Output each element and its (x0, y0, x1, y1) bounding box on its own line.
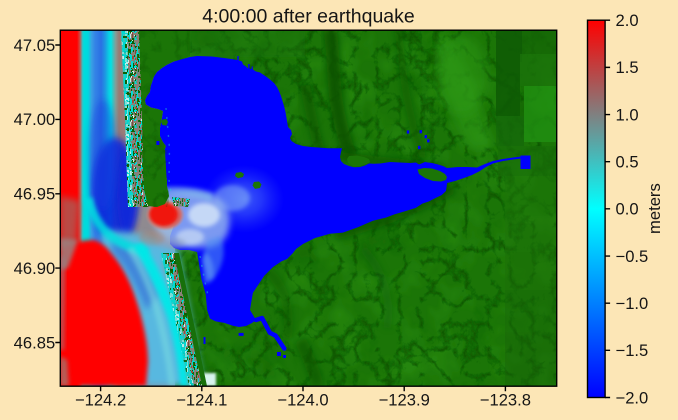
svg-text:1.0: 1.0 (616, 105, 639, 124)
svg-text:−123.9: −123.9 (379, 391, 430, 410)
svg-text:0.0: 0.0 (616, 200, 639, 219)
svg-text:4:00:00 after earthquake: 4:00:00 after earthquake (202, 6, 415, 28)
svg-text:47.00: 47.00 (14, 110, 56, 129)
svg-text:−2.0: −2.0 (616, 388, 649, 407)
svg-text:−0.5: −0.5 (616, 247, 649, 266)
svg-text:−124.2: −124.2 (75, 391, 126, 410)
svg-text:47.05: 47.05 (14, 36, 56, 55)
svg-text:46.95: 46.95 (14, 185, 56, 204)
svg-text:1.5: 1.5 (616, 58, 639, 77)
svg-text:46.85: 46.85 (14, 333, 56, 352)
svg-text:−124.1: −124.1 (176, 391, 227, 410)
svg-text:−123.8: −123.8 (480, 391, 531, 410)
svg-text:−1.0: −1.0 (616, 294, 649, 313)
svg-text:−1.5: −1.5 (616, 341, 649, 360)
svg-text:46.90: 46.90 (14, 259, 56, 278)
svg-text:−124.0: −124.0 (277, 391, 328, 410)
svg-text:0.5: 0.5 (616, 152, 639, 171)
svg-text:2.0: 2.0 (616, 11, 639, 30)
svg-text:meters: meters (645, 183, 664, 234)
